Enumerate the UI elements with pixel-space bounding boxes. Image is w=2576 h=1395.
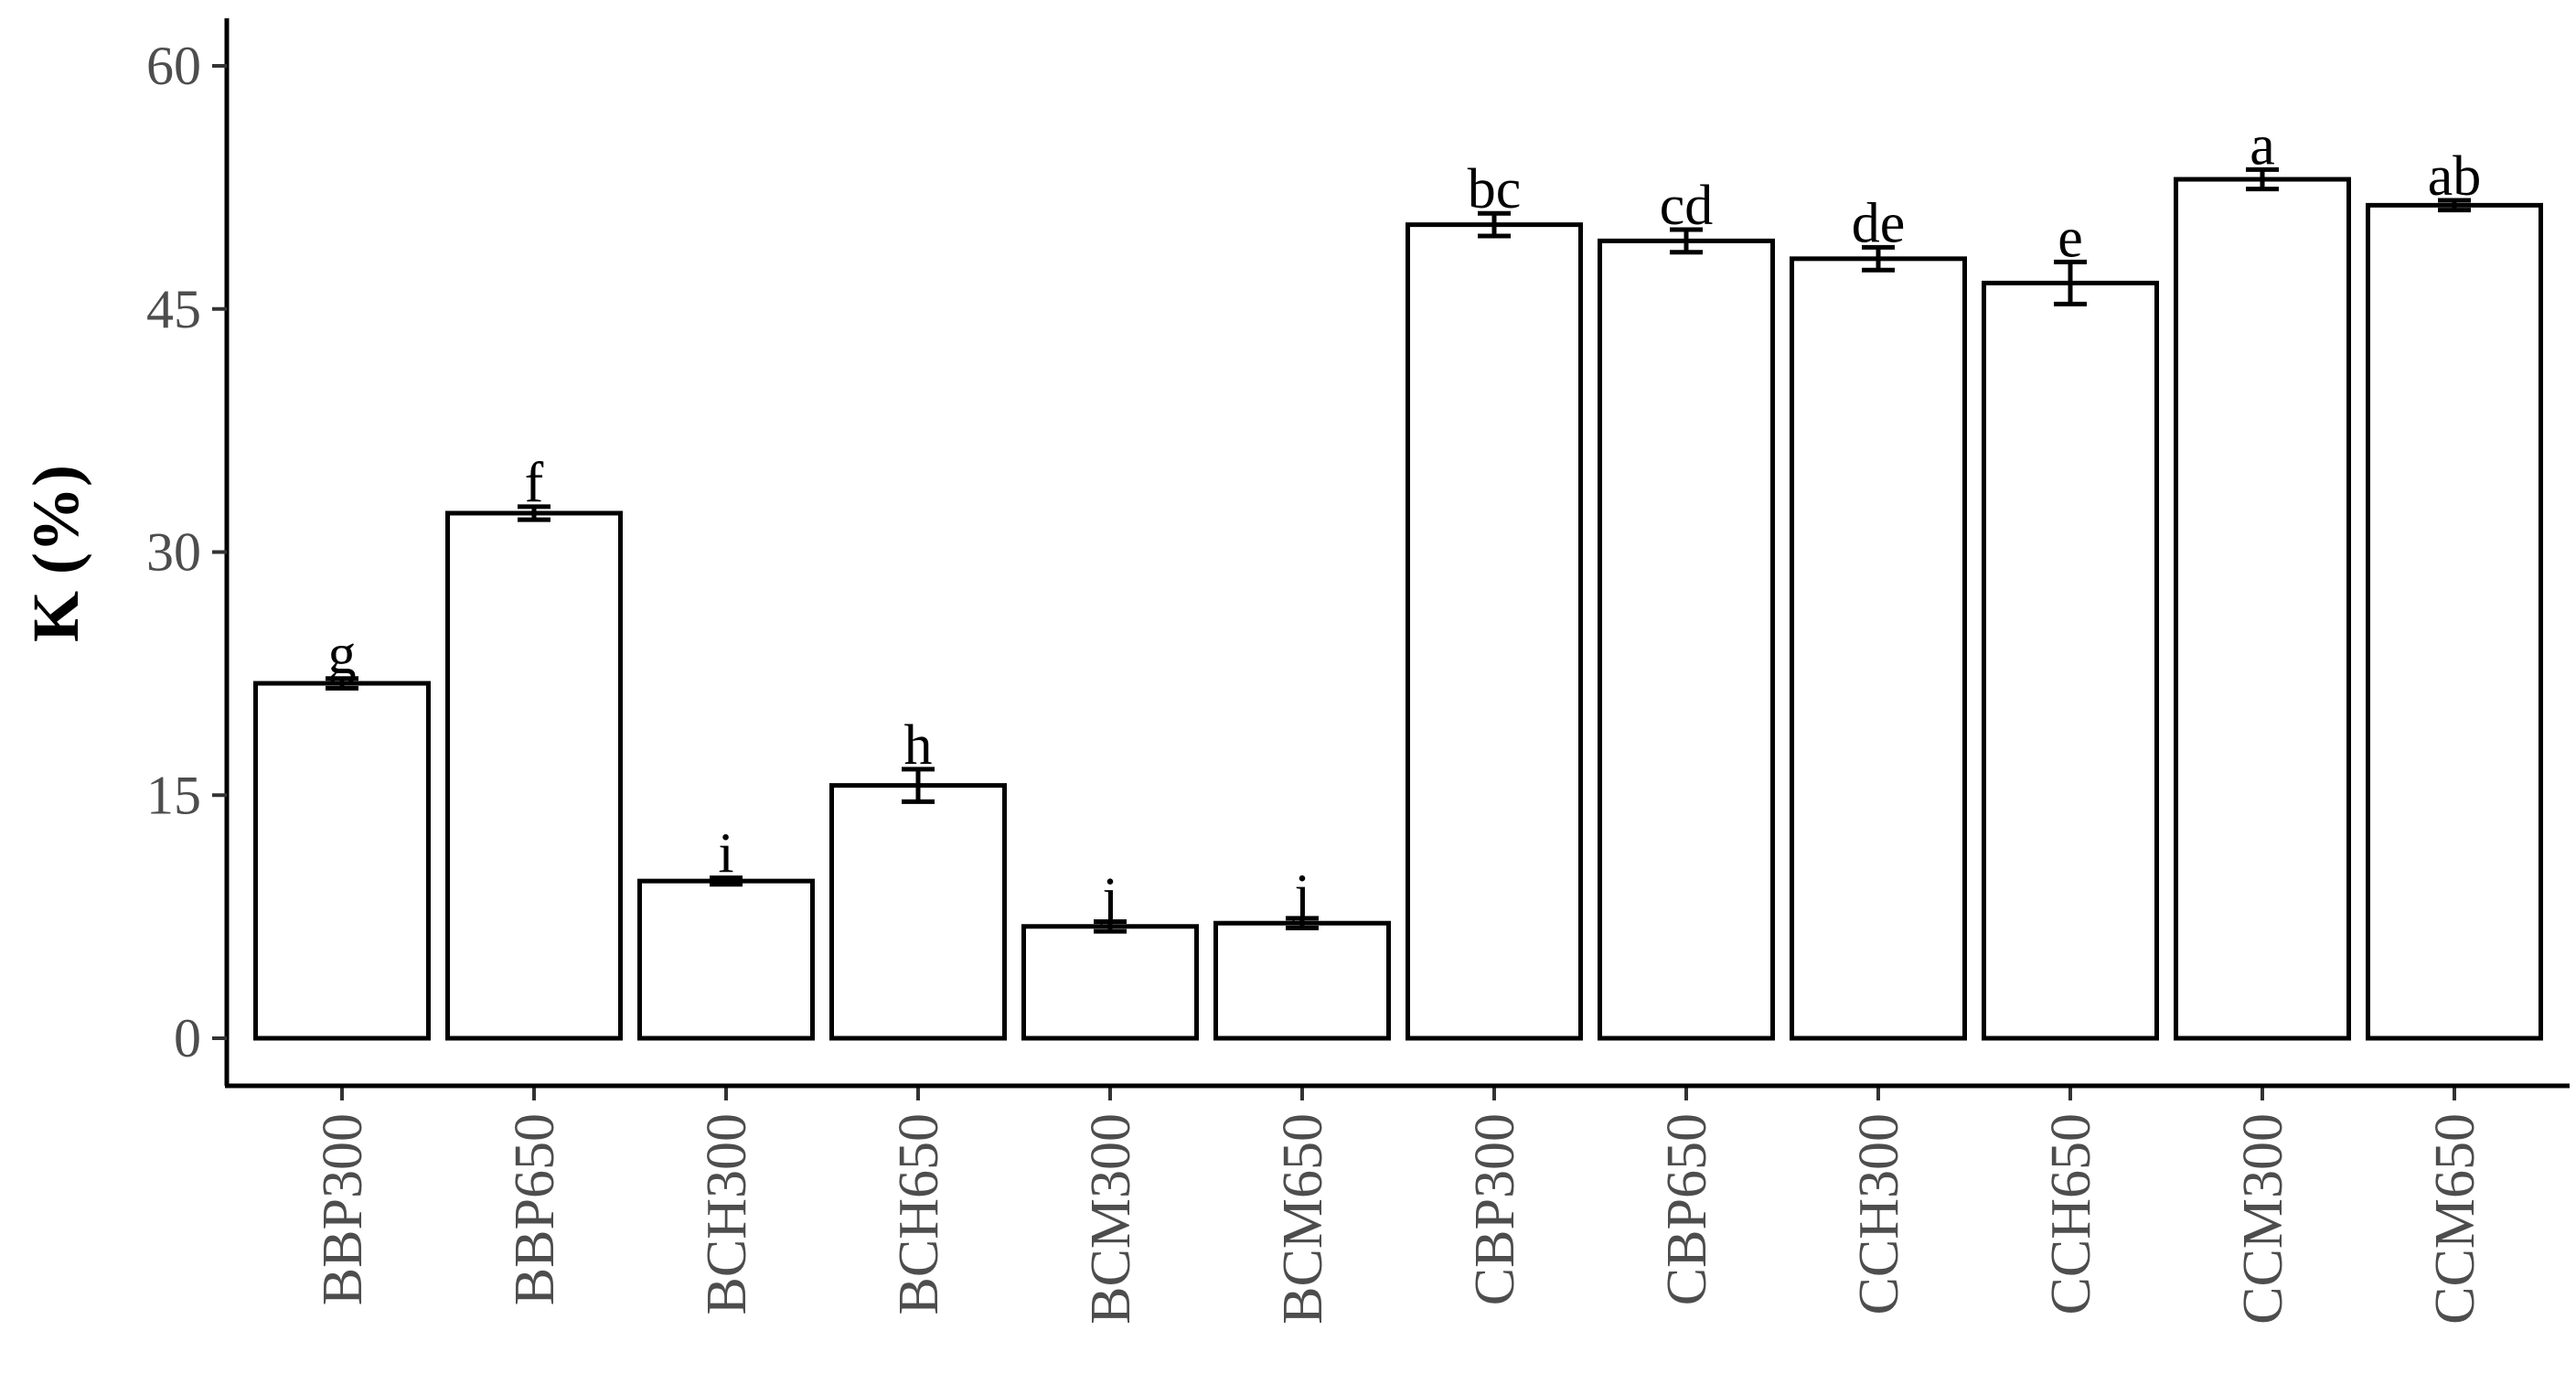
significance-label-CCM650: ab: [2428, 145, 2482, 208]
y-tick-label-15: 15: [146, 765, 201, 825]
significance-labels-group: g f i h j j bc cd de e a ab: [328, 114, 2482, 928]
bar-CBP300: [1406, 222, 1583, 1041]
x-tick-label-BBP300: BBP300: [312, 1113, 374, 1305]
x-tick-label-CCH650: CCH650: [2040, 1113, 2102, 1315]
bar-CCM650: [2366, 202, 2543, 1041]
x-tick-label-CBP650: CBP650: [1656, 1113, 1718, 1305]
x-tick-label-BBP650: BBP650: [504, 1113, 566, 1305]
bar-BCM650: [1213, 920, 1391, 1041]
significance-label-CBP650: cd: [1660, 175, 1714, 237]
significance-label-CCM300: a: [2250, 114, 2275, 177]
significance-label-BCM650: j: [1292, 864, 1309, 926]
y-tick-label-60: 60: [146, 36, 201, 96]
x-tick-label-CCH300: CCH300: [1848, 1113, 1910, 1315]
significance-label-CCH650: e: [2058, 207, 2083, 269]
x-tick-label-CCM650: CCM650: [2424, 1113, 2486, 1325]
significance-label-BBP300: g: [328, 624, 357, 686]
x-tick-label-BCM650: BCM650: [1272, 1113, 1334, 1325]
x-tick-label-CBP300: CBP300: [1464, 1113, 1526, 1305]
significance-label-BCM300: j: [1100, 866, 1117, 928]
bar-CCH650: [1982, 280, 2159, 1041]
significance-label-BCH650: h: [904, 714, 933, 777]
x-tick-label-CCM300: CCM300: [2232, 1113, 2294, 1325]
bar-BCH300: [637, 878, 815, 1041]
significance-label-BBP650: f: [525, 452, 544, 514]
bar-BCH650: [829, 783, 1007, 1041]
y-axis: 0 15 30 45 60: [146, 18, 230, 1086]
x-tick-label-BCH650: BCH650: [888, 1113, 950, 1315]
bar-BBP300: [253, 681, 431, 1041]
y-axis-title: K (%): [19, 465, 92, 642]
x-axis: BBP300 BBP650 BCH300 BCH650 BCM300 BCM650 CBP3…: [225, 1083, 2570, 1325]
error-bars-group: [326, 166, 2471, 934]
significance-label-CCH300: de: [1852, 192, 1906, 254]
significance-label-CBP300: bc: [1468, 158, 1522, 220]
x-tick-label-BCM300: BCM300: [1080, 1113, 1142, 1325]
y-tick-label-30: 30: [146, 522, 201, 583]
y-tick-label-45: 45: [146, 279, 201, 339]
bar-CCH300: [1790, 256, 1967, 1041]
bar-CCM300: [2174, 177, 2351, 1041]
x-tick-label-BCH300: BCH300: [696, 1113, 758, 1315]
bar-BBP650: [445, 510, 623, 1041]
significance-label-BCH300: i: [718, 823, 733, 885]
bar-BCM300: [1021, 924, 1199, 1041]
bars-group: [253, 177, 2543, 1041]
y-tick-label-0: 0: [174, 1008, 201, 1068]
bar-CBP650: [1598, 238, 1775, 1041]
